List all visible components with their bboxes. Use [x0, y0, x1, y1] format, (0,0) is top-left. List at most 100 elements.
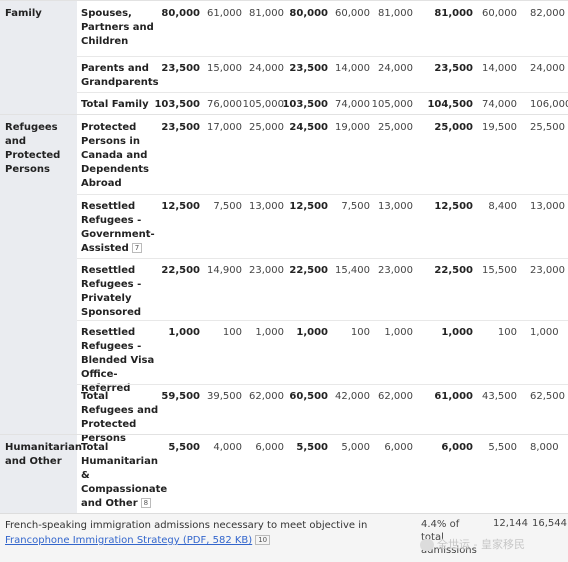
subcategory-text: Resettled Refugees - Government-Assisted — [81, 201, 155, 254]
value-cell: 7,500 — [341, 201, 370, 212]
value-cell: 80,000 — [289, 8, 328, 19]
francophone-value-high: 16,544 — [532, 518, 567, 529]
subcategory-text: Total Family — [81, 99, 149, 110]
category-cell-bg — [0, 384, 77, 434]
row-divider — [77, 92, 568, 93]
value-cell: 105,000 — [371, 99, 413, 110]
value-cell: 23,500 — [161, 122, 200, 133]
subcategory-label: Total Humanitarian & Compassionate and O… — [81, 441, 167, 511]
category-cell-bg — [0, 56, 77, 92]
subcategory-text: Spouses, Partners and Children — [81, 8, 154, 47]
value-cell: 19,500 — [482, 122, 517, 133]
francophone-strategy-link[interactable]: Francophone Immigration Strategy (PDF, 5… — [5, 535, 253, 546]
francophone-description: French-speaking immigration admissions n… — [5, 518, 405, 548]
value-cell: 76,000 — [207, 99, 242, 110]
category-cell-bg — [0, 115, 77, 195]
subcategory-text: Total Refugees and Protected Persons — [81, 391, 159, 444]
value-cell: 24,000 — [378, 63, 413, 74]
category-label: Family — [5, 8, 42, 19]
subcategory-label: Parents and Grandparents — [81, 62, 163, 90]
value-cell: 1,000 — [530, 327, 559, 338]
category-cell-bg — [0, 320, 77, 384]
subcategory-text: Protected Persons in Canada and Dependen… — [81, 122, 149, 189]
value-cell: 100 — [350, 327, 370, 338]
value-cell: 22,500 — [161, 265, 200, 276]
value-cell: 60,000 — [482, 8, 517, 19]
value-cell: 24,500 — [289, 122, 328, 133]
value-cell: 5,500 — [168, 442, 200, 453]
value-cell: 22,500 — [289, 265, 328, 276]
subcategory-text: Resettled Refugees - Blended Visa Office… — [81, 327, 155, 394]
value-cell: 80,000 — [161, 8, 200, 19]
wechat-icon — [420, 539, 434, 551]
table-row: Humanitarian and Other Total Humanitarian… — [0, 434, 568, 514]
value-cell: 74,000 — [335, 99, 370, 110]
value-cell: 13,000 — [378, 201, 413, 212]
francophone-text: French-speaking immigration admissions n… — [5, 520, 368, 531]
value-cell: 103,500 — [282, 99, 328, 110]
value-cell: 13,000 — [249, 201, 284, 212]
value-cell: 39,500 — [207, 391, 242, 402]
footnote-ref[interactable]: 10 — [255, 535, 271, 545]
value-cell: 1,000 — [441, 327, 473, 338]
value-cell: 14,000 — [335, 63, 370, 74]
value-cell: 15,400 — [335, 265, 370, 276]
value-cell: 25,000 — [434, 122, 473, 133]
value-cell: 5,500 — [488, 442, 517, 453]
francophone-row: French-speaking immigration admissions n… — [0, 513, 568, 562]
value-cell: 61,000 — [434, 391, 473, 402]
subcategory-label: Resettled Refugees - Government-Assisted… — [81, 200, 163, 256]
value-cell: 100 — [222, 327, 242, 338]
value-cell: 62,000 — [249, 391, 284, 402]
value-cell: 1,000 — [384, 327, 413, 338]
value-cell: 105,000 — [242, 99, 284, 110]
value-cell: 81,000 — [378, 8, 413, 19]
row-divider — [77, 384, 568, 385]
value-cell: 5,500 — [296, 442, 328, 453]
value-cell: 43,500 — [482, 391, 517, 402]
value-cell: 23,000 — [249, 265, 284, 276]
value-cell: 60,000 — [335, 8, 370, 19]
row-divider — [77, 320, 568, 321]
value-cell: 15,500 — [482, 265, 517, 276]
value-cell: 5,000 — [341, 442, 370, 453]
value-cell: 81,000 — [249, 8, 284, 19]
subcategory-label: Resettled Refugees - Privately Sponsored — [81, 264, 163, 320]
category-cell-bg — [0, 194, 77, 258]
value-cell: 17,000 — [207, 122, 242, 133]
value-cell: 82,000 — [530, 8, 565, 19]
subcategory-text: Parents and Grandparents — [81, 63, 159, 88]
value-cell: 74,000 — [482, 99, 517, 110]
value-cell: 6,000 — [441, 442, 473, 453]
value-cell: 104,500 — [427, 99, 473, 110]
value-cell: 22,500 — [434, 265, 473, 276]
table-row: Resettled Refugees - Blended Visa Office… — [0, 320, 568, 394]
row-divider — [77, 258, 568, 259]
value-cell: 13,000 — [530, 201, 565, 212]
row-divider — [77, 56, 568, 57]
subcategory-label: Resettled Refugees - Blended Visa Office… — [81, 326, 163, 396]
value-cell: 7,500 — [213, 201, 242, 212]
subcategory-label: Total Family — [81, 98, 163, 112]
value-cell: 103,500 — [154, 99, 200, 110]
subcategory-label: Spouses, Partners and Children — [81, 7, 163, 49]
footnote-ref[interactable]: 8 — [140, 498, 152, 508]
table-row: Family Spouses, Partners and Children 80,0… — [0, 0, 568, 57]
value-cell: 23,000 — [530, 265, 565, 276]
value-cell: 25,500 — [530, 122, 565, 133]
category-cell-bg — [0, 1, 77, 57]
table-row: Parents and Grandparents 23,500 15,000 24,0… — [0, 56, 568, 92]
value-cell: 12,500 — [161, 201, 200, 212]
footnote-ref[interactable]: 7 — [131, 243, 143, 253]
value-cell: 8,400 — [488, 201, 517, 212]
francophone-value-low: 12,144 — [493, 518, 528, 529]
value-cell: 61,000 — [207, 8, 242, 19]
table-row: Resettled Refugees - Privately Sponsored… — [0, 258, 568, 320]
value-cell: 106,000 — [530, 99, 568, 110]
value-cell: 81,000 — [434, 8, 473, 19]
value-cell: 23,500 — [434, 63, 473, 74]
value-cell: 23,000 — [378, 265, 413, 276]
value-cell: 1,000 — [255, 327, 284, 338]
value-cell: 12,500 — [434, 201, 473, 212]
subcategory-label: Protected Persons in Canada and Dependen… — [81, 121, 163, 191]
